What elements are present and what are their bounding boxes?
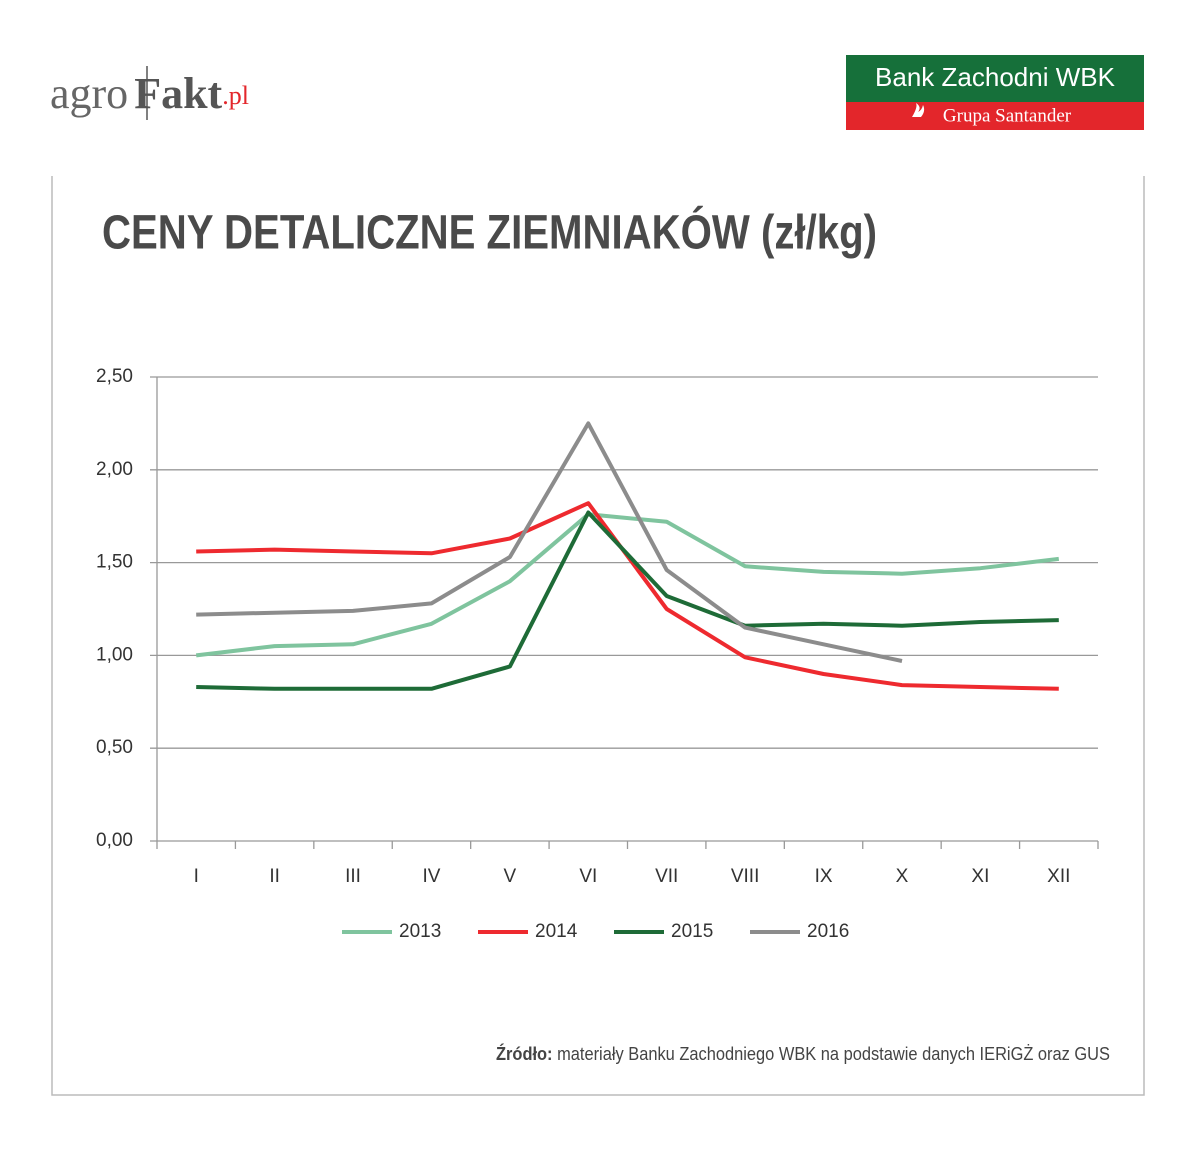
bank-name: Bank Zachodni WBK bbox=[875, 62, 1116, 92]
legend-label: 2016 bbox=[807, 921, 849, 942]
source-text: materiały Banku Zachodniego WBK na podst… bbox=[557, 1044, 1110, 1064]
series-line bbox=[196, 510, 1059, 691]
y-tick-label: 2,00 bbox=[96, 459, 133, 480]
source: Źródło: materiały Banku Zachodniego WBK … bbox=[496, 1043, 1110, 1064]
x-tick-label: VIII bbox=[731, 866, 760, 887]
series-line bbox=[196, 421, 903, 663]
x-tick-label: II bbox=[269, 866, 280, 887]
y-tick-label: 0,00 bbox=[96, 830, 133, 851]
plot: 0,000,501,001,502,002,50I II III IV V VI VII VI… bbox=[96, 366, 1099, 942]
x-tick-label: XI bbox=[971, 866, 989, 887]
bank-red bbox=[846, 102, 1144, 130]
legend-label: 2014 bbox=[535, 921, 578, 942]
y-tick-label: 0,50 bbox=[96, 737, 133, 758]
legend-label: 2013 bbox=[399, 921, 441, 942]
x-tick-label: XII bbox=[1047, 866, 1070, 887]
y-tick-label: 1,50 bbox=[96, 552, 133, 573]
logo-text: agro Fakt.pl bbox=[50, 69, 249, 118]
series-line bbox=[195, 512, 1060, 658]
frame bbox=[51, 176, 1145, 1096]
legend-label: 2015 bbox=[671, 921, 713, 942]
x-tick-label: V bbox=[504, 866, 517, 887]
x-tick-label: X bbox=[896, 866, 909, 887]
bank-group: Grupa Santander bbox=[943, 105, 1072, 126]
x-tick-label: VI bbox=[579, 866, 597, 887]
santander-flame bbox=[912, 103, 925, 117]
x-tick-label: I bbox=[194, 866, 199, 887]
x-tick-label: III bbox=[345, 866, 361, 887]
source-label: Źródło: bbox=[496, 1043, 553, 1064]
y-tick-label: 2,50 bbox=[96, 366, 133, 387]
x-tick-label: IX bbox=[815, 866, 833, 887]
x-tick-label: IV bbox=[422, 866, 440, 887]
logo-fakt: Fakt bbox=[134, 69, 222, 118]
frame-border bbox=[51, 176, 1145, 1096]
bank-green bbox=[846, 55, 1144, 102]
y-tick-label: 1,00 bbox=[96, 644, 133, 665]
logo: agro Fakt.pl bbox=[50, 66, 249, 120]
x-tick-label: VII bbox=[655, 866, 678, 887]
chart-title: CENY DETALICZNE ZIEMNIAKÓW (zł/kg) bbox=[102, 205, 877, 260]
bank-logo: Bank Zachodni WBK Grupa Santander bbox=[846, 55, 1144, 130]
series-line bbox=[196, 501, 1059, 691]
logo-agro: agro bbox=[50, 69, 128, 118]
logo-pl: .pl bbox=[222, 81, 249, 110]
